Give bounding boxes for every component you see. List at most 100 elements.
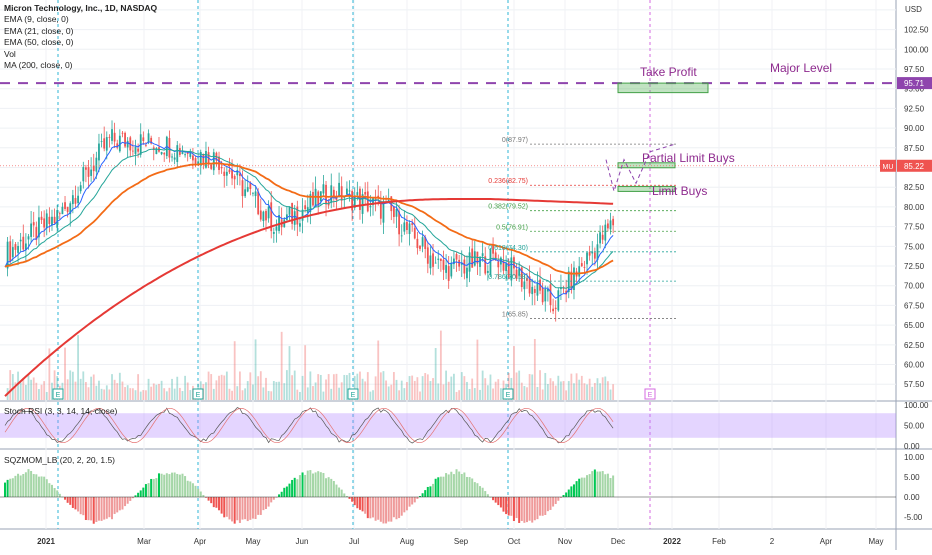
volume-bar [223, 375, 226, 400]
sqz-bar [536, 497, 539, 520]
volume-bar [473, 388, 476, 400]
take-profit-zone [617, 82, 709, 94]
earnings-marker[interactable] [502, 388, 514, 400]
volume-bar [439, 330, 442, 400]
candle [272, 232, 275, 234]
volume-bar [593, 382, 596, 400]
price-tick: 60.00 [904, 361, 925, 370]
volume-bar [38, 389, 40, 400]
sqz-bar [481, 487, 484, 497]
candle [77, 195, 79, 204]
time-tick: Dec [611, 537, 625, 546]
candle [471, 248, 474, 268]
volume-bar [74, 381, 77, 400]
candle [434, 262, 437, 264]
volume-bar [9, 370, 12, 400]
candle [552, 308, 554, 312]
legend-ema9[interactable]: EMA (9, close, 0) [4, 14, 69, 25]
sqz-bar [395, 497, 398, 520]
volume-bar [560, 381, 562, 400]
legend-vol[interactable]: Vol [4, 48, 16, 59]
candle [32, 222, 35, 226]
candle [231, 169, 233, 179]
volume-bar [429, 381, 432, 400]
sqz-bar [544, 497, 547, 516]
legend-ma200[interactable]: MA (200, close, 0) [4, 60, 73, 71]
sqz-bar [95, 497, 98, 522]
sqz-bar [379, 497, 382, 522]
candle [421, 237, 424, 247]
sqz-bar [612, 475, 615, 497]
sqz-bar [505, 497, 508, 515]
volume-bar [27, 375, 30, 400]
sqz-bar [476, 483, 479, 497]
volume-bar [158, 383, 160, 400]
earnings-marker[interactable] [192, 388, 204, 400]
candle [45, 213, 48, 229]
sqz-bar [87, 497, 90, 521]
price-axis[interactable]: USD 102.50 100.00 97.50 95.00 92.50 90.00 87.50… [904, 5, 929, 389]
price-tick: 90.00 [904, 124, 925, 133]
volume-bar [64, 347, 66, 400]
sqz-bar [554, 497, 557, 505]
time-axis[interactable]: 2021 Mar Apr May Jun Jul Aug Sep Oct Nov Dec 2022 Fe… [37, 537, 883, 546]
volume-bar [176, 376, 179, 400]
sqz-bar [144, 484, 147, 497]
earnings-marker[interactable] [347, 388, 359, 400]
sqz-bar [429, 486, 432, 497]
volume-bar [612, 384, 615, 400]
volume-bar [492, 388, 494, 400]
fib-label: 0.786(70.58) [488, 274, 528, 281]
candle [439, 258, 442, 261]
volume-bar [236, 386, 239, 400]
sqz-bar [259, 497, 262, 515]
legend-ema21[interactable]: EMA (21, close, 0) [4, 25, 74, 36]
sqz-bar [455, 469, 458, 497]
sqz-bar [442, 476, 445, 497]
sqz-bar [447, 474, 450, 497]
sqz-bar [210, 497, 213, 504]
volume-bar [218, 375, 220, 400]
sqz-bar [580, 477, 583, 497]
volume-bar [19, 382, 22, 400]
sqz-bar [165, 473, 168, 497]
volume-bar [486, 385, 489, 400]
volume-bar [233, 341, 236, 400]
candle [447, 266, 450, 281]
volume-bar [596, 378, 599, 400]
squeeze-title[interactable]: SQZMOM_LB (20, 2, 20, 1.5) [4, 455, 116, 465]
volume-bar [546, 384, 549, 400]
candle [236, 170, 239, 176]
time-tick: May [868, 537, 883, 546]
volume-bar [231, 390, 233, 400]
candle [346, 188, 348, 195]
sqz-bar [418, 496, 421, 497]
earnings-marker[interactable] [644, 388, 656, 400]
volume-bar [168, 387, 171, 400]
candle [426, 247, 429, 264]
sqz-bar [567, 489, 570, 497]
volume-bar [288, 346, 291, 400]
price-tick: 87.50 [904, 144, 925, 153]
candle [544, 288, 547, 302]
candle [192, 155, 194, 161]
earnings-marker-label: E [56, 392, 61, 399]
candle [479, 257, 481, 267]
volume-bar [66, 379, 69, 400]
sqz-bar [340, 489, 343, 497]
sqz-bar [377, 497, 380, 520]
volume-bar [309, 371, 312, 400]
earnings-marker[interactable] [52, 388, 64, 400]
volume-bar [267, 390, 270, 400]
candle [257, 191, 260, 215]
sqz-bar [304, 474, 307, 497]
candle [267, 206, 270, 219]
legend-ema50[interactable]: EMA (50, close, 0) [4, 37, 74, 48]
candle [252, 192, 254, 194]
stoch-rsi-title[interactable]: Stoch RSI (3, 3, 14, 14, close) [4, 406, 118, 416]
candle [596, 244, 599, 261]
candle [71, 195, 74, 205]
volume-bar [382, 371, 385, 400]
price-tick: 80.00 [904, 203, 925, 212]
